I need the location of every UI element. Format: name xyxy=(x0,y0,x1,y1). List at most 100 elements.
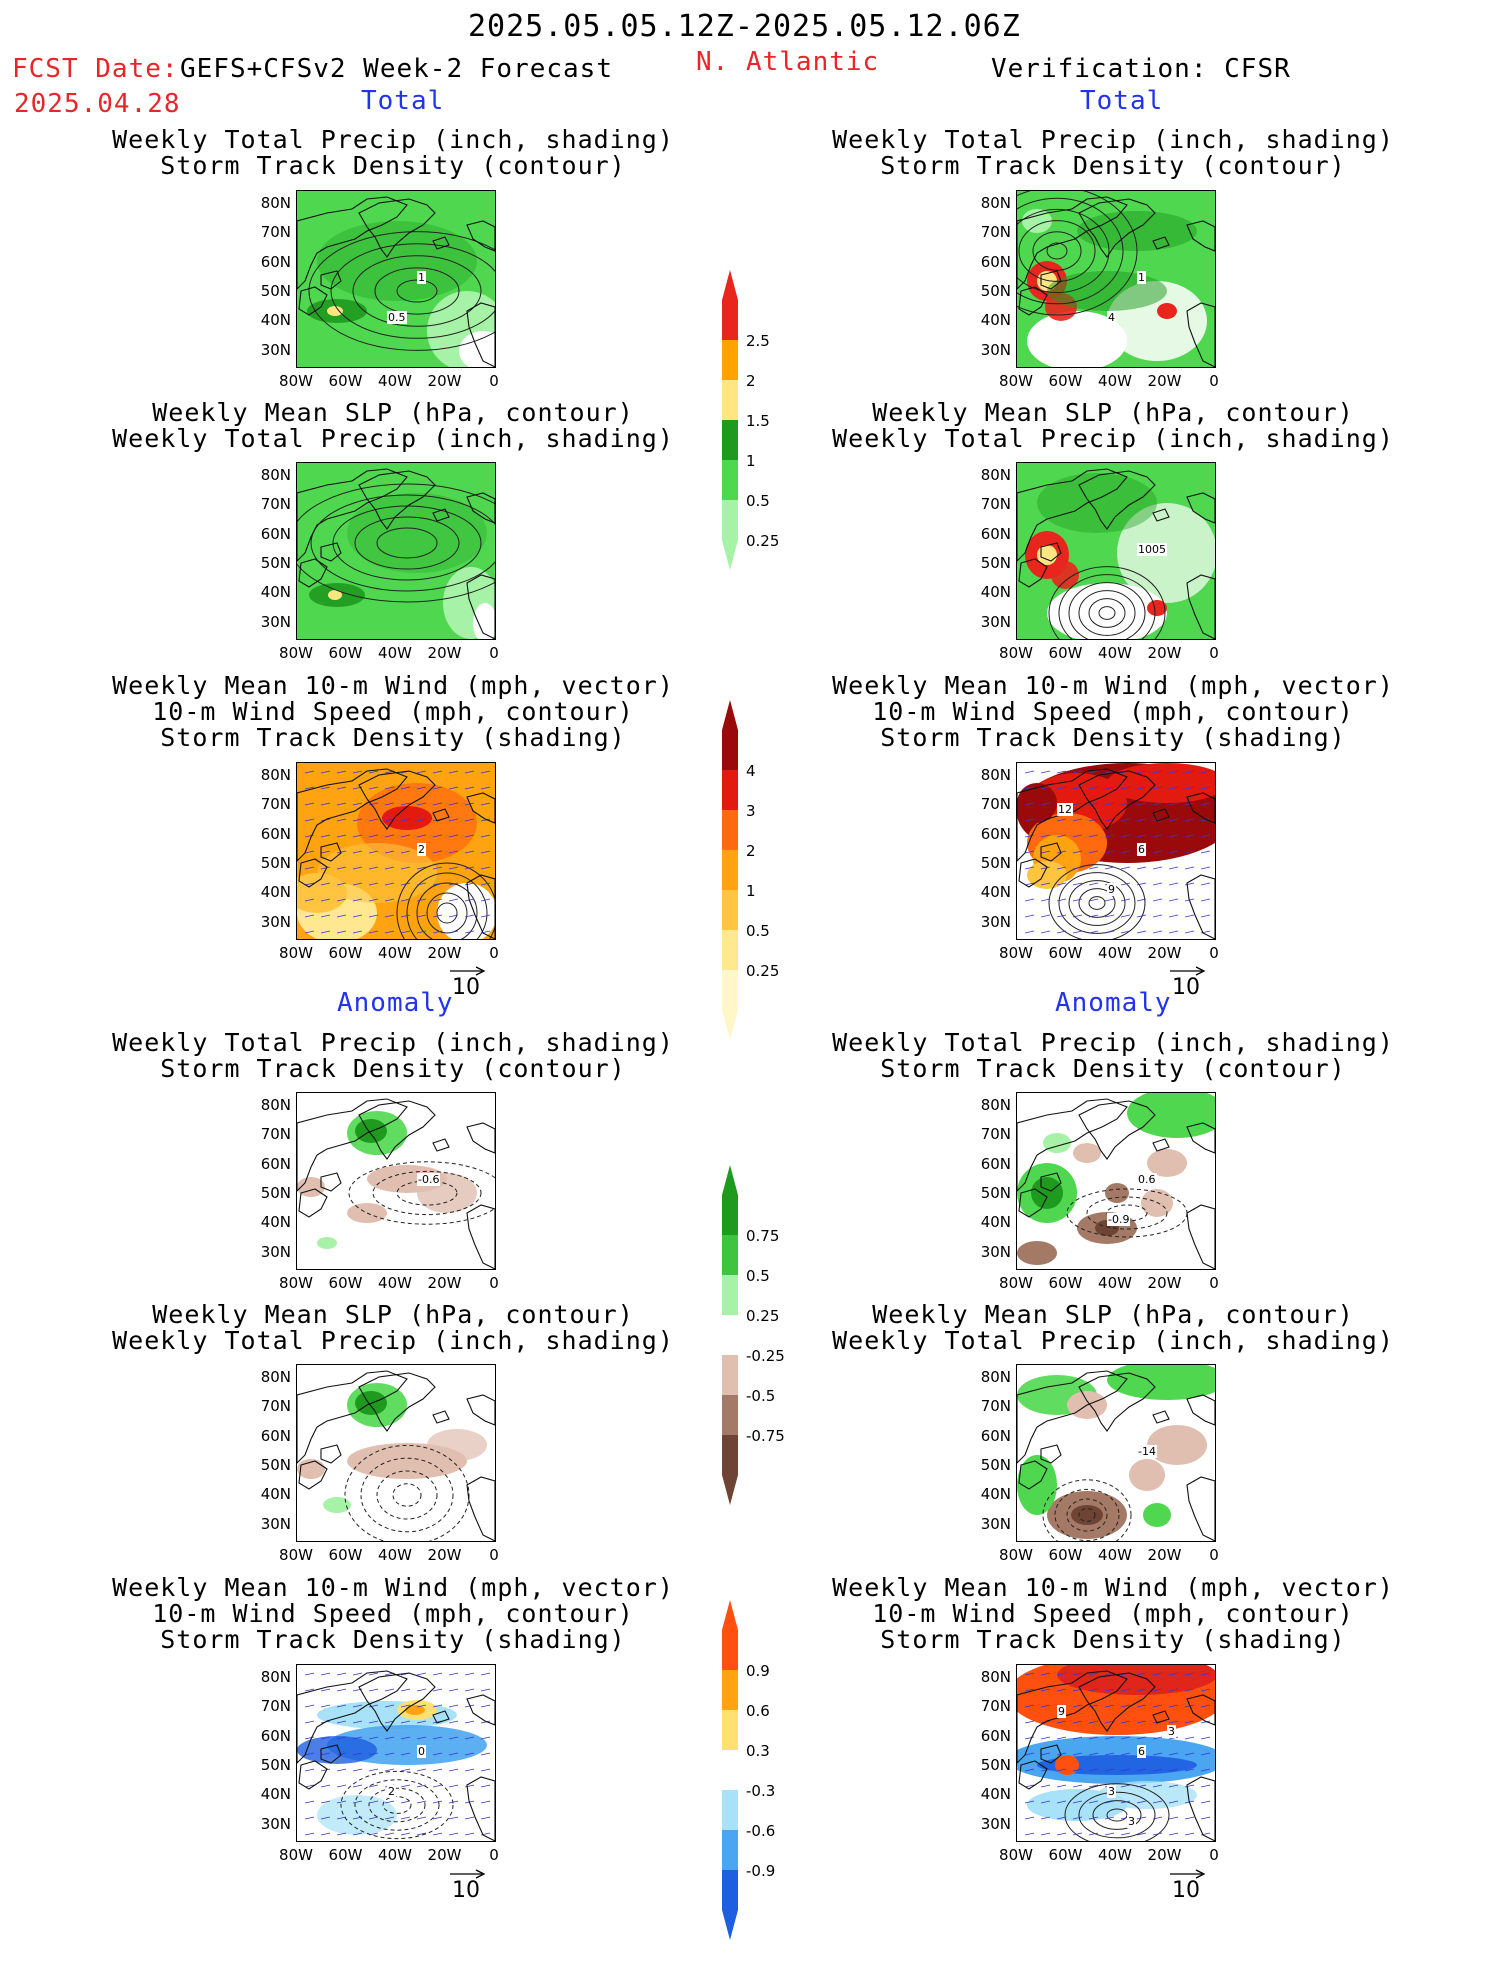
vector-scale-label: 10 xyxy=(1172,975,1200,1000)
lat-tick-label: 30N xyxy=(980,340,1011,359)
lat-tick-label: 70N xyxy=(260,795,291,814)
lat-tick-label: 80N xyxy=(260,766,291,784)
map-obs-anom-wind-track: 6 3 9 3 3 xyxy=(1016,1664,1216,1842)
lon-tick-label: 80W xyxy=(999,1274,1033,1292)
colorbar-tick-label: 1 xyxy=(746,882,756,900)
panel-title: Weekly Total Precip (inch, shading) xyxy=(112,1028,674,1057)
lat-tick-label: 70N xyxy=(980,795,1011,814)
contour-label: 3 xyxy=(1107,1785,1116,1798)
colorbar-tick-label: -0.5 xyxy=(746,1387,776,1405)
lat-tick-label: 30N xyxy=(260,340,291,359)
section-total-forecast: Total xyxy=(361,86,445,116)
colorbar-tick-label: -0.9 xyxy=(746,1862,776,1880)
verification-label: Verification: CFSR xyxy=(991,54,1291,84)
contour-label: 12 xyxy=(1057,803,1073,816)
colorbar-tick-label: 0.25 xyxy=(746,532,780,550)
lon-tick-label: 20W xyxy=(1147,644,1182,662)
lon-tick-label: 0 xyxy=(489,1546,499,1564)
panel-title: Weekly Total Precip (inch, shading) xyxy=(832,424,1394,453)
lon-tick-label: 20W xyxy=(427,1846,462,1864)
panel-title: Weekly Total Precip (inch, shading) xyxy=(832,1326,1394,1355)
lat-tick-label: 60N xyxy=(260,824,291,843)
section-total-verification: Total xyxy=(1080,86,1164,116)
lon-tick-label: 20W xyxy=(427,372,462,390)
colorbar-precip-anomaly xyxy=(722,1165,738,1505)
lon-tick-label: 0 xyxy=(1209,372,1219,390)
colorbar-tick-label: 3 xyxy=(746,802,756,820)
lat-tick-label: 50N xyxy=(260,1455,291,1474)
lat-tick-label: 80N xyxy=(980,1668,1011,1686)
lon-tick-label: 60W xyxy=(328,1274,363,1292)
region-label: N. Atlantic xyxy=(696,47,880,77)
panel-title: Weekly Mean 10-m Wind (mph, vector) xyxy=(832,671,1394,700)
lon-tick-label: 0 xyxy=(1209,1846,1219,1864)
lon-tick-label: 60W xyxy=(328,372,363,390)
lat-tick-label: 80N xyxy=(980,1368,1011,1386)
lat-tick-label: 80N xyxy=(260,1368,291,1386)
lat-tick-label: 80N xyxy=(980,1096,1011,1114)
lat-tick-label: 80N xyxy=(980,466,1011,484)
lat-tick-label: 70N xyxy=(980,1697,1011,1716)
panel-title: Storm Track Density (shading) xyxy=(160,1625,626,1654)
lat-tick-label: 80N xyxy=(980,194,1011,212)
lon-tick-label: 80W xyxy=(279,1274,313,1292)
lat-tick-label: 70N xyxy=(260,495,291,514)
lat-tick-label: 60N xyxy=(260,252,291,271)
lat-tick-label: 60N xyxy=(260,524,291,543)
lat-tick-label: 60N xyxy=(980,1726,1011,1745)
vector-scale-label: 10 xyxy=(452,1878,480,1903)
lat-tick-label: 30N xyxy=(980,1242,1011,1261)
lat-tick-label: 70N xyxy=(980,1397,1011,1416)
contour-label: 1 xyxy=(417,271,426,284)
colorbar-tick-label: 2.5 xyxy=(746,332,770,350)
panel-title: Weekly Mean 10-m Wind (mph, vector) xyxy=(112,1573,674,1602)
lon-tick-label: 40W xyxy=(378,372,412,390)
period-title: 2025.05.05.12Z-2025.05.12.06Z xyxy=(468,9,1021,44)
panel-title: Weekly Total Precip (inch, shading) xyxy=(112,424,674,453)
contour-label: 3 xyxy=(1127,1815,1136,1828)
panel-title: Storm Track Density (contour) xyxy=(160,151,626,180)
panel-title: Weekly Mean SLP (hPa, contour) xyxy=(152,398,634,427)
lon-tick-label: 40W xyxy=(1098,1546,1132,1564)
lat-tick-label: 40N xyxy=(980,1213,1011,1232)
map-fcst-anom-precip-track: -0.6 xyxy=(296,1092,496,1270)
lon-tick-label: 80W xyxy=(999,1846,1033,1864)
lon-tick-label: 0 xyxy=(1209,944,1219,962)
lon-tick-label: 20W xyxy=(1147,372,1182,390)
colorbar-tick-label: 0.3 xyxy=(746,1742,770,1760)
lat-tick-label: 60N xyxy=(980,824,1011,843)
fcst-date-value: 2025.04.28 xyxy=(14,89,181,119)
panel-title: Weekly Mean 10-m Wind (mph, vector) xyxy=(112,671,674,700)
lat-tick-label: 70N xyxy=(260,1397,291,1416)
lat-tick-label: 40N xyxy=(260,583,291,602)
panel-title: 10-m Wind Speed (mph, contour) xyxy=(152,1599,634,1628)
lat-tick-label: 60N xyxy=(980,524,1011,543)
colorbar-tick-label: -0.3 xyxy=(746,1782,776,1800)
panel-title: Storm Track Density (shading) xyxy=(880,723,1346,752)
lon-tick-label: 60W xyxy=(1048,372,1083,390)
lat-tick-label: 60N xyxy=(980,1426,1011,1445)
panel-title: Weekly Total Precip (inch, shading) xyxy=(832,1028,1394,1057)
colorbar-tick-label: 1.5 xyxy=(746,412,770,430)
colorbar-tick-label: 0.9 xyxy=(746,1662,770,1680)
contour-label: 1005 xyxy=(1137,543,1167,556)
lon-tick-label: 80W xyxy=(999,644,1033,662)
contour-label: 3 xyxy=(1167,1725,1176,1738)
lon-tick-label: 20W xyxy=(1147,1846,1182,1864)
panel-title: Weekly Total Precip (inch, shading) xyxy=(112,1326,674,1355)
lat-tick-label: 30N xyxy=(260,1242,291,1261)
model-label: GEFS+CFSv2 Week-2 Forecast xyxy=(180,54,613,84)
lat-tick-label: 70N xyxy=(260,223,291,242)
lat-tick-label: 30N xyxy=(980,612,1011,631)
lat-tick-label: 40N xyxy=(980,1485,1011,1504)
lat-tick-label: 40N xyxy=(260,311,291,330)
lat-tick-label: 70N xyxy=(980,1125,1011,1144)
colorbar-precip-total xyxy=(722,270,738,570)
panel-title: Weekly Mean SLP (hPa, contour) xyxy=(872,398,1354,427)
lon-tick-label: 20W xyxy=(427,1274,462,1292)
lat-tick-label: 40N xyxy=(260,1785,291,1804)
colorbar-tick-label: 0.25 xyxy=(746,962,780,980)
lon-tick-label: 80W xyxy=(279,1846,313,1864)
panel-title: Storm Track Density (contour) xyxy=(880,1054,1346,1083)
